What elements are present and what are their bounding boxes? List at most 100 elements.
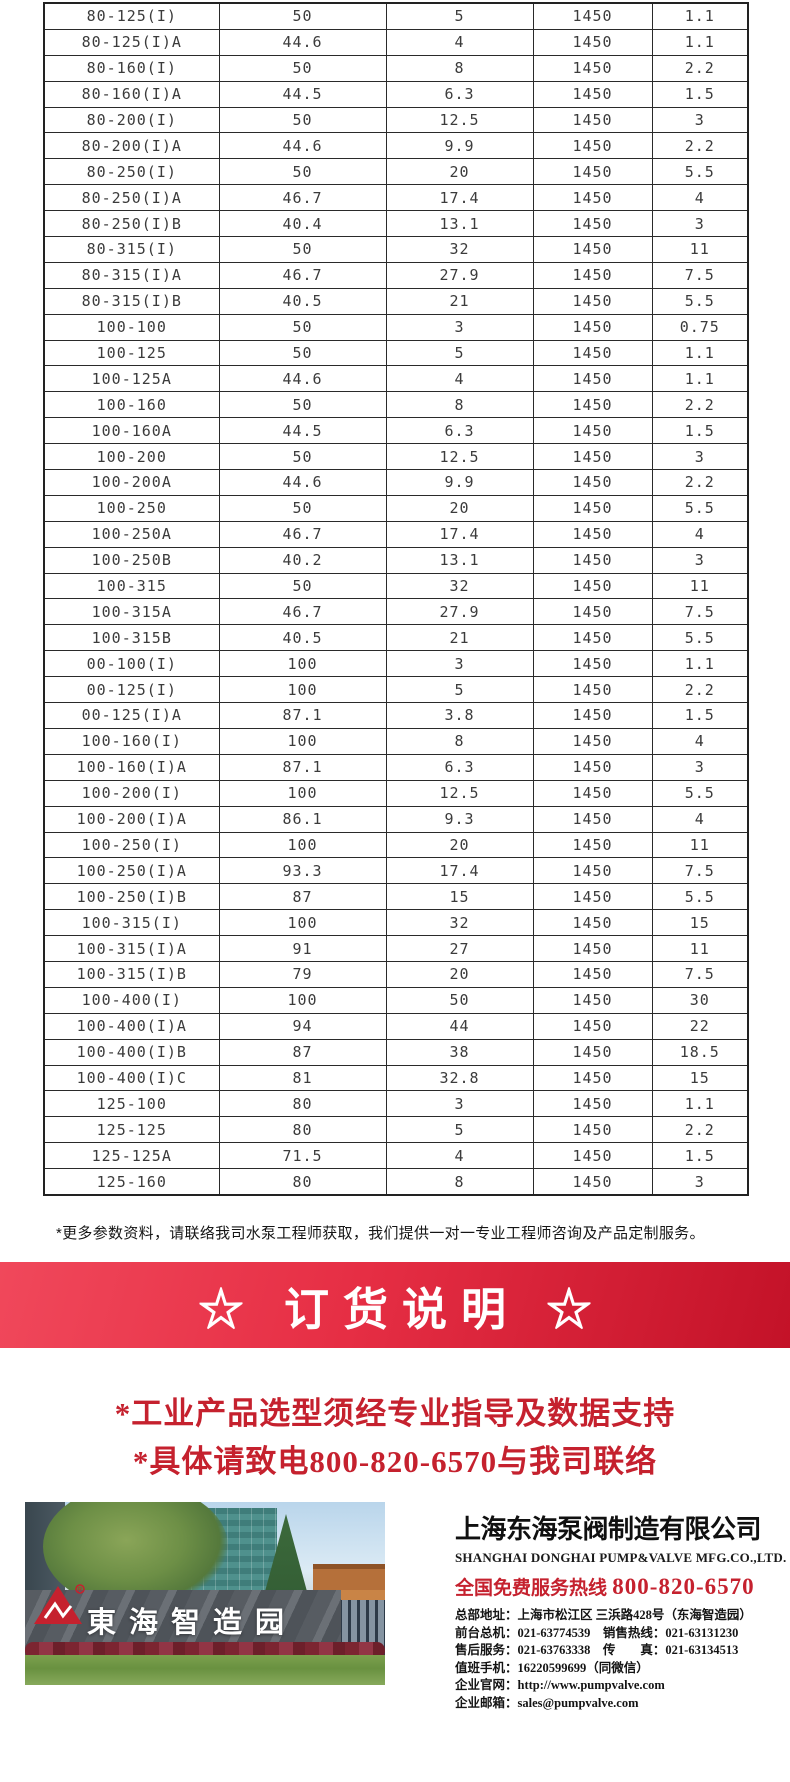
- table-row: 100-315(I)A 91 27 1450 11: [43, 935, 749, 962]
- table-cell: 1450: [532, 857, 653, 885]
- table-cell: 32.8: [385, 1064, 534, 1092]
- pump-spec-table: 80-125(I) 50 5 1450 1.1 80-125(I)A 44.6 4 1450 1.…: [43, 2, 749, 1196]
- table-cell: 125-100: [43, 1090, 220, 1118]
- order-statements: *工业产品选型须经专业指导及数据支持 *具体请致电800-820-6570与我司…: [0, 1390, 790, 1486]
- table-row: 100-125A 44.6 4 1450 1.1: [43, 365, 749, 393]
- table-row: 100-160 50 8 1450 2.2: [43, 391, 749, 419]
- table-cell: 40.2: [218, 546, 387, 574]
- table-cell: 1450: [532, 236, 653, 263]
- table-cell: 6.3: [385, 417, 534, 445]
- table-cell: 13.1: [385, 210, 534, 238]
- table-cell: 44.5: [218, 80, 387, 108]
- table-cell: 100: [218, 909, 387, 937]
- table-cell: 100-400(I): [43, 986, 220, 1014]
- table-cell: 1450: [532, 210, 653, 238]
- hotline-label: 全国免费服务热线: [455, 1578, 608, 1599]
- table-cell: 2.2: [651, 1116, 749, 1144]
- hotline-number: 800-820-6570: [612, 1574, 755, 1599]
- table-row: 100-100 50 3 1450 0.75: [43, 313, 749, 341]
- table-cell: 1450: [532, 702, 653, 729]
- table-cell: 125-160: [43, 1168, 220, 1196]
- table-cell: 8: [385, 1168, 534, 1196]
- table-cell: 44.5: [218, 417, 387, 445]
- table-cell: 100-160(I)A: [43, 753, 220, 781]
- table-cell: 3: [651, 106, 749, 134]
- table-cell: 50: [218, 54, 387, 82]
- table-row: 100-250A 46.7 17.4 1450 4: [43, 520, 749, 548]
- table-cell: 2.2: [651, 54, 749, 82]
- table-cell: 3: [651, 753, 749, 781]
- table-cell: 1450: [532, 494, 653, 522]
- table-cell: 7.5: [651, 960, 749, 988]
- table-cell: 100-250(I)B: [43, 883, 220, 911]
- table-cell: 5: [385, 676, 534, 704]
- table-cell: 80-315(I)B: [43, 287, 220, 315]
- table-cell: 1450: [532, 779, 653, 807]
- order-info-banner: ☆ 订货说明 ☆: [0, 1262, 790, 1348]
- table-cell: 100-200(I): [43, 779, 220, 807]
- table-cell: 4: [385, 28, 534, 56]
- table-cell: 6.3: [385, 753, 534, 781]
- table-cell: 44.6: [218, 469, 387, 496]
- table-cell: 1450: [532, 28, 653, 56]
- table-cell: 1450: [532, 1116, 653, 1144]
- table-cell: 17.4: [385, 184, 534, 212]
- table-row: 100-250(I) 100 20 1450 11: [43, 831, 749, 859]
- table-cell: 1450: [532, 339, 653, 367]
- table-cell: 1450: [532, 572, 653, 600]
- table-cell: 100-125A: [43, 365, 220, 393]
- table-cell: 20: [385, 158, 534, 186]
- table-cell: 44: [385, 1012, 534, 1040]
- table-cell: 1450: [532, 520, 653, 548]
- table-cell: 5.5: [651, 287, 749, 315]
- table-cell: 100-400(I)A: [43, 1012, 220, 1040]
- table-cell: 80: [218, 1116, 387, 1144]
- table-row: 100-400(I)C 81 32.8 1450 15: [43, 1064, 749, 1092]
- table-row: 100-200(I)A 86.1 9.3 1450 4: [43, 805, 749, 833]
- table-cell: 1450: [532, 469, 653, 496]
- table-cell: 32: [385, 572, 534, 600]
- table-cell: 15: [385, 883, 534, 911]
- table-cell: 80-315(I): [43, 236, 220, 263]
- table-cell: 1450: [532, 909, 653, 937]
- table-cell: 46.7: [218, 598, 387, 626]
- table-cell: 100-315B: [43, 624, 220, 652]
- table-row: 100-250(I)B 87 15 1450 5.5: [43, 883, 749, 911]
- table-cell: 80-250(I)B: [43, 210, 220, 238]
- svg-text:R: R: [78, 1588, 83, 1594]
- table-row: 100-400(I) 100 50 1450 30: [43, 986, 749, 1014]
- company-info: 上海东海泵阀制造有限公司 SHANGHAI DONGHAI PUMP&VALVE…: [455, 1509, 786, 1712]
- table-cell: 1450: [532, 1142, 653, 1170]
- table-cell: 1450: [532, 132, 653, 160]
- table-cell: 100-200: [43, 443, 220, 471]
- table-cell: 4: [385, 365, 534, 393]
- table-row: 80-315(I)B 40.5 21 1450 5.5: [43, 287, 749, 315]
- table-cell: 1450: [532, 1012, 653, 1040]
- table-row: 100-315(I) 100 32 1450 15: [43, 909, 749, 937]
- statement-line-2: *具体请致电800-820-6570与我司联络: [132, 1444, 658, 1479]
- table-cell: 3: [385, 650, 534, 678]
- table-cell: 46.7: [218, 520, 387, 548]
- table-cell: 30: [651, 986, 749, 1014]
- table-cell: 80-160(I): [43, 54, 220, 82]
- contact-line-aftersales: 售后服务：021-63763338 传 真：021-63134513: [455, 1643, 739, 1657]
- table-cell: 1.1: [651, 339, 749, 367]
- contact-line-website: 企业官网：http://www.pumpvalve.com: [455, 1678, 665, 1692]
- table-cell: 100-160A: [43, 417, 220, 445]
- table-row: 00-100(I) 100 3 1450 1.1: [43, 650, 749, 678]
- table-cell: 44.6: [218, 28, 387, 56]
- table-cell: 5: [385, 339, 534, 367]
- table-cell: 100: [218, 831, 387, 859]
- table-cell: 21: [385, 287, 534, 315]
- photo-lawn: [25, 1655, 385, 1685]
- table-row: 100-400(I)A 94 44 1450 22: [43, 1012, 749, 1040]
- table-row: 100-400(I)B 87 38 1450 18.5: [43, 1038, 749, 1066]
- table-cell: 27: [385, 935, 534, 962]
- table-cell: 1450: [532, 935, 653, 962]
- table-cell: 86.1: [218, 805, 387, 833]
- table-cell: 87.1: [218, 753, 387, 781]
- table-cell: 1450: [532, 417, 653, 445]
- table-cell: 100-315A: [43, 598, 220, 626]
- table-cell: 15: [651, 1064, 749, 1092]
- table-cell: 50: [218, 494, 387, 522]
